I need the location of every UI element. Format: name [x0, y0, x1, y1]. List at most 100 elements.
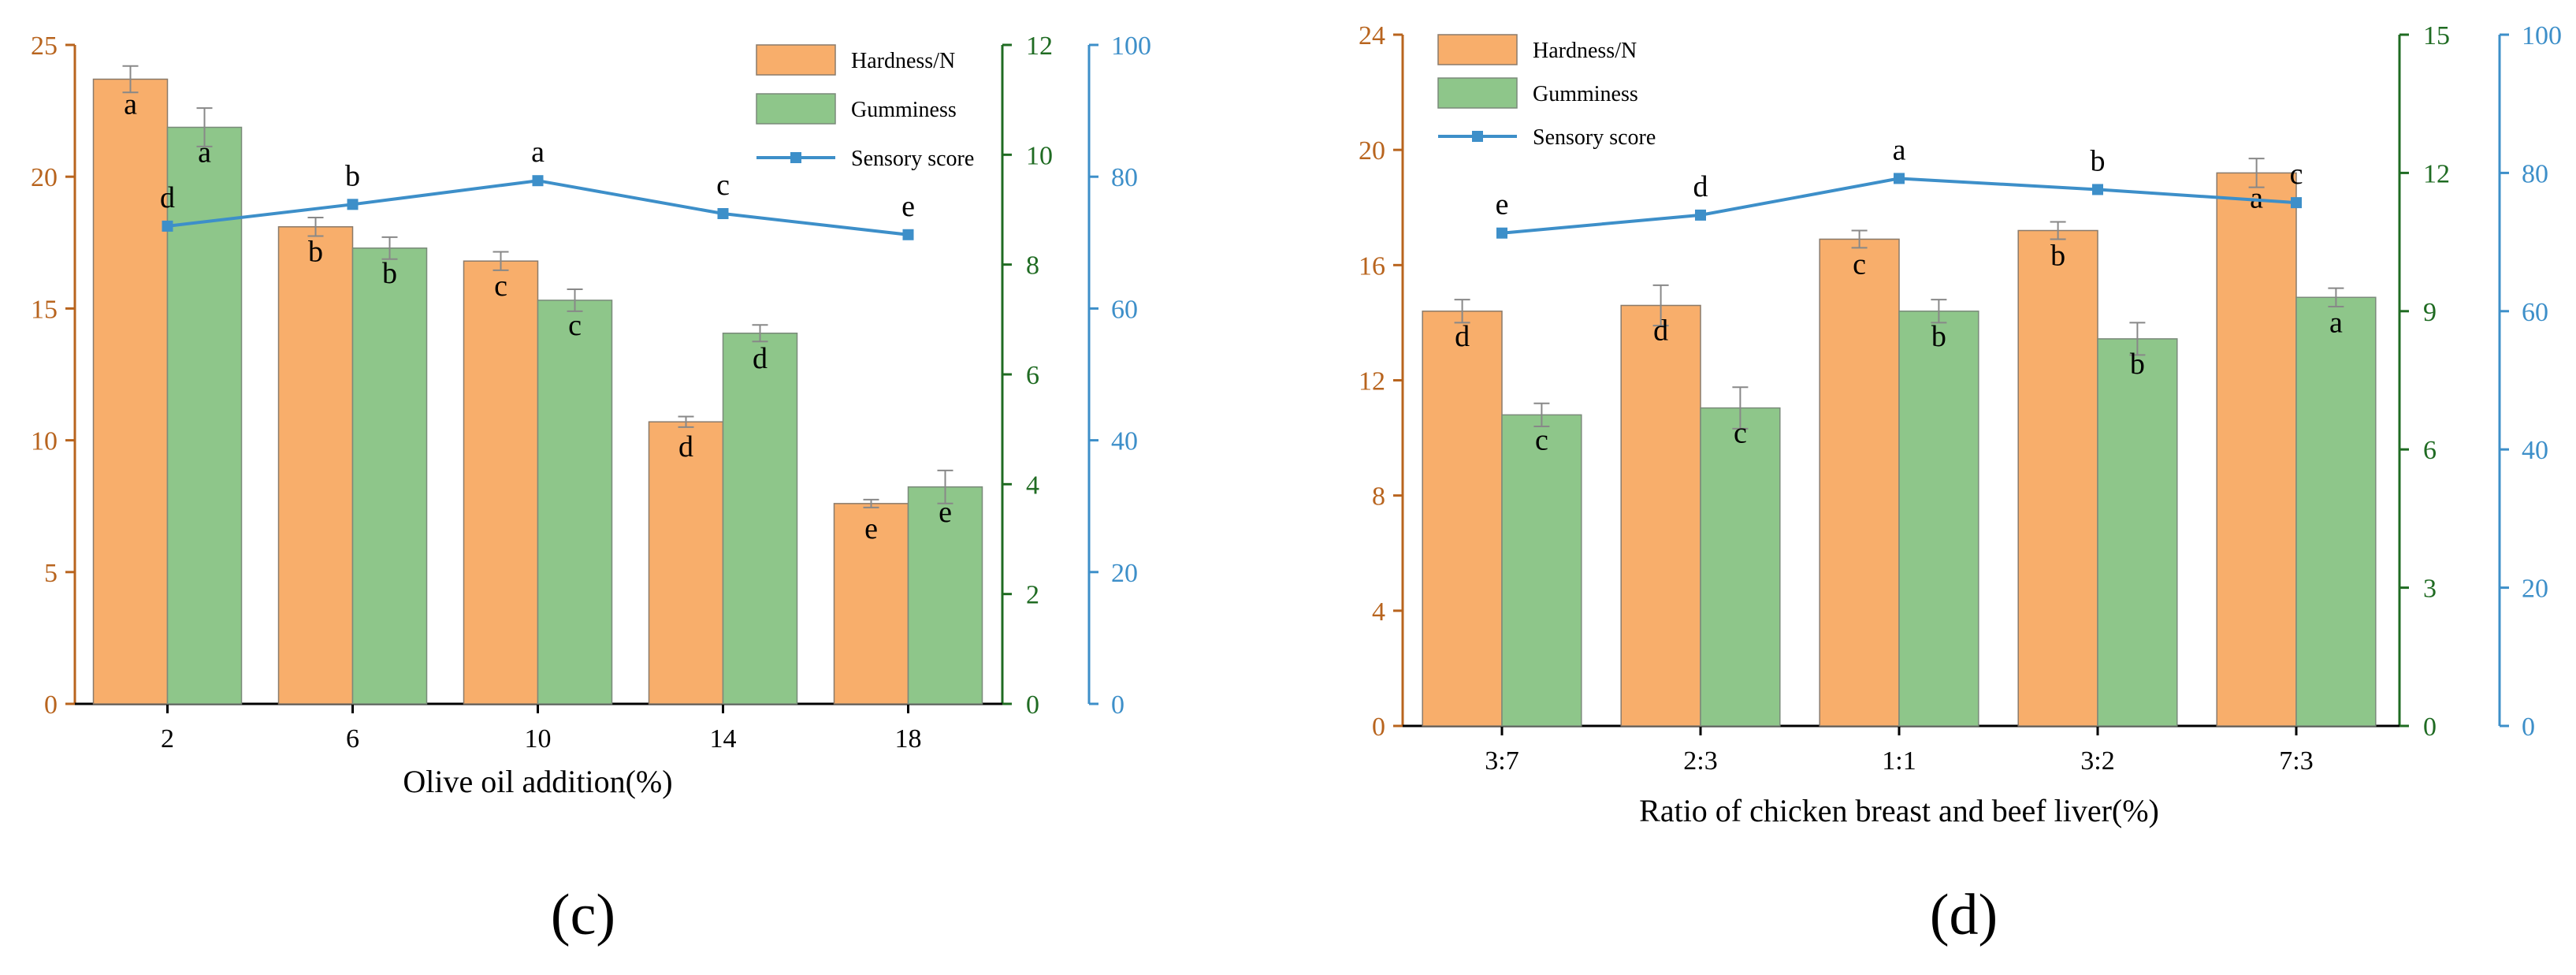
- sensory-score-point: [347, 199, 359, 210]
- left-axis-tick-label: 12: [1359, 367, 1385, 396]
- right-axis-2-tick-label: 60: [1111, 295, 1138, 324]
- legend-swatch-sensory-marker: [790, 152, 801, 163]
- hardness-bar: [1819, 238, 1900, 727]
- legend-swatch-sensory-marker: [1472, 131, 1483, 142]
- right-axis-1-tick-label: 0: [1026, 690, 1039, 720]
- sensory-score-point: [162, 220, 173, 232]
- axes: 0 5 10 15 20 25 0 2 4 6 8 10 12 0 20 40 60 80 100 2 6 10 14 18: [31, 32, 1151, 754]
- chart-panel-d: 0 4 8 12 16 20 24 0 3 6 9 12 15 0 20 40 60 80 100 3:7 2:3 1:1…: [1359, 21, 2562, 947]
- sensory-score-point: [1894, 173, 1905, 184]
- significance-letter: c: [494, 270, 507, 303]
- significance-letter: e: [939, 496, 952, 529]
- right-axis-1-tick-label: 12: [2423, 159, 2450, 188]
- left-axis-tick-label: 15: [31, 295, 58, 324]
- significance-letter: d: [753, 342, 768, 375]
- gumminess-bar: [2295, 296, 2377, 727]
- right-axis-1-tick-label: 10: [1026, 141, 1053, 170]
- sensory-score-point: [717, 208, 729, 220]
- significance-letter: c: [1853, 247, 1866, 281]
- left-axis-tick-label: 20: [1359, 136, 1385, 166]
- significance-letter: b: [2130, 348, 2145, 381]
- left-axis-tick-label: 10: [31, 427, 58, 456]
- panel-label: (c): [551, 883, 615, 947]
- hardness-bar: [1422, 311, 1503, 727]
- right-axis-2-tick-label: 0: [1111, 690, 1124, 720]
- significance-letter: d: [1653, 314, 1668, 347]
- sensory-score-letter: d: [1693, 170, 1708, 203]
- sensory-score-letter: c: [2290, 158, 2303, 191]
- right-axis-2-tick-label: 100: [2522, 21, 2562, 50]
- left-axis-tick-label: 25: [31, 32, 58, 61]
- significance-letter: c: [568, 309, 582, 342]
- left-axis-tick-label: 4: [1372, 597, 1385, 627]
- gumminess-bar: [1898, 311, 1979, 727]
- significance-letter: b: [308, 236, 323, 269]
- legend-swatch-hardness: [1437, 34, 1518, 65]
- sensory-score-point: [2291, 197, 2302, 209]
- legend-label: Sensory score: [851, 147, 974, 171]
- bar-group: a b c d e a b c d e: [92, 65, 983, 705]
- gumminess-bar: [907, 486, 983, 705]
- gumminess-bar: [2097, 338, 2178, 727]
- right-axis-1-tick-label: 8: [1026, 251, 1039, 281]
- sensory-score-letter: a: [531, 136, 545, 169]
- significance-letter: c: [1734, 417, 1747, 450]
- right-axis-2-tick-label: 20: [1111, 559, 1138, 588]
- significance-letter: e: [864, 512, 878, 545]
- significance-letter: d: [678, 430, 693, 463]
- x-axis-tick-label: 3:7: [1485, 746, 1518, 776]
- x-axis-tick-label: 1:1: [1882, 746, 1916, 776]
- right-axis-1-tick-label: 0: [2423, 713, 2437, 742]
- sensory-score-point: [2092, 184, 2103, 195]
- x-axis-tick-label: 14: [710, 724, 737, 754]
- sensory-score-letter: e: [1496, 188, 1509, 221]
- right-axis-1-tick-label: 4: [1026, 471, 1039, 500]
- significance-letter: a: [198, 136, 211, 169]
- right-axis-2-tick-label: 40: [1111, 427, 1138, 456]
- legend: Hardness/N Gumminess Sensory score: [756, 44, 974, 171]
- right-axis-1-tick-label: 6: [2423, 436, 2437, 465]
- right-axis-2-tick-label: 0: [2522, 713, 2535, 742]
- gumminess-bar: [1501, 414, 1582, 727]
- sensory-score-point: [1695, 209, 1706, 221]
- significance-letter: d: [1455, 320, 1470, 353]
- hardness-bar: [833, 503, 909, 705]
- hardness-bar: [648, 421, 724, 705]
- right-axis-1-tick-label: 3: [2423, 575, 2437, 604]
- right-axis-2-tick-label: 100: [1111, 32, 1151, 61]
- right-axis-1-tick-label: 9: [2423, 298, 2437, 327]
- right-axis-2-tick-label: 60: [2522, 298, 2548, 327]
- sensory-score-line: [1501, 177, 2297, 235]
- sensory-score-letter: a: [1893, 133, 1906, 166]
- right-axis-1-tick-label: 2: [1026, 581, 1039, 610]
- legend-swatch-gumminess: [1437, 77, 1518, 109]
- hardness-bar: [2216, 172, 2297, 727]
- significance-letter: b: [1931, 320, 1946, 353]
- sensory-score-letter: c: [716, 169, 730, 202]
- legend-label: Hardness/N: [851, 49, 955, 73]
- right-axis-1-tick-label: 6: [1026, 361, 1039, 390]
- left-axis-tick-label: 16: [1359, 251, 1385, 281]
- legend-label: Gumminess: [851, 98, 957, 122]
- sensory-score-point: [902, 229, 914, 240]
- significance-letter: a: [2329, 306, 2343, 339]
- hardness-bar: [92, 78, 169, 705]
- right-axis-1-tick-label: 15: [2423, 21, 2450, 50]
- sensory-score-letter: b: [345, 159, 360, 192]
- sensory-score-point: [532, 175, 544, 187]
- sensory-score-point: [1496, 227, 1507, 239]
- x-axis-tick-label: 3:2: [2080, 746, 2114, 776]
- gumminess-bar: [722, 333, 798, 705]
- x-axis-tick-label: 2:3: [1683, 746, 1717, 776]
- left-axis-tick-label: 0: [1372, 713, 1385, 742]
- x-axis-title: Ratio of chicken breast and beef liver(%…: [1639, 793, 2159, 828]
- x-axis-tick-label: 18: [895, 724, 922, 754]
- gumminess-bar: [1700, 407, 1781, 727]
- significance-letter: b: [2050, 239, 2065, 272]
- legend-label: Gumminess: [1533, 82, 1638, 106]
- sensory-score-letter: e: [901, 190, 915, 223]
- x-axis-tick-label: 10: [525, 724, 552, 754]
- chart-panel-c: 0 5 10 15 20 25 0 2 4 6 8 10 12 0 20 40 60 80 100 2 6 10 14 18 O…: [31, 32, 1151, 947]
- left-axis-tick-label: 8: [1372, 482, 1385, 512]
